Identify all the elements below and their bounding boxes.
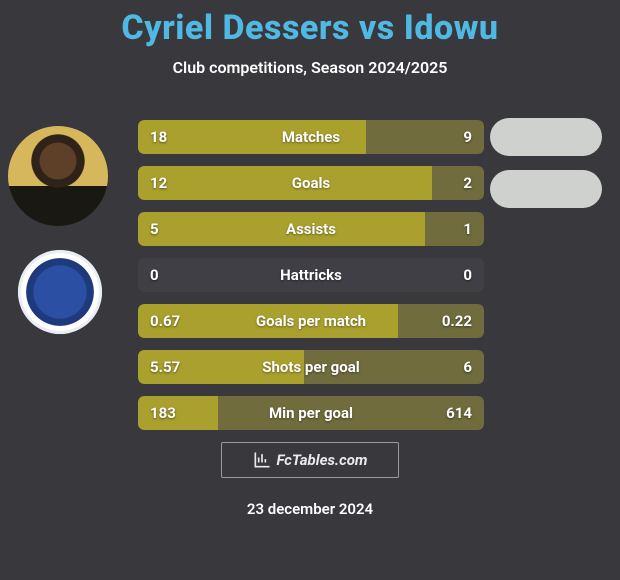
player-photo-left <box>8 126 108 226</box>
stat-label: Min per goal <box>138 396 484 430</box>
left-player-column <box>8 126 112 334</box>
brand-text: FcTables.com <box>276 451 367 469</box>
stat-label: Hattricks <box>138 258 484 292</box>
club-badge-right-placeholder <box>490 170 602 208</box>
stat-label: Goals <box>138 166 484 200</box>
stats-table: 189Matches 122Goals 51Assists 00Hattricks 0.… <box>138 120 484 442</box>
stat-label: Shots per goal <box>138 350 484 384</box>
stat-row: 00Hattricks <box>138 258 484 292</box>
stat-label: Goals per match <box>138 304 484 338</box>
footer-date: 23 december 2024 <box>0 500 620 518</box>
stat-row: 0.670.22Goals per match <box>138 304 484 338</box>
stat-row: 51Assists <box>138 212 484 246</box>
stat-row: 189Matches <box>138 120 484 154</box>
right-player-column <box>490 118 606 222</box>
stat-row: 122Goals <box>138 166 484 200</box>
club-badge-rangers <box>18 250 102 334</box>
brand-logo[interactable]: FcTables.com <box>221 442 399 478</box>
stat-row: 5.576Shots per goal <box>138 350 484 384</box>
page-title: Cyriel Dessers vs Idowu <box>0 0 620 48</box>
stat-label: Assists <box>138 212 484 246</box>
stat-label: Matches <box>138 120 484 154</box>
page-subtitle: Club competitions, Season 2024/2025 <box>0 58 620 77</box>
player-photo-right-placeholder <box>490 118 602 156</box>
stat-row: 183614Min per goal <box>138 396 484 430</box>
chart-icon <box>252 450 272 470</box>
